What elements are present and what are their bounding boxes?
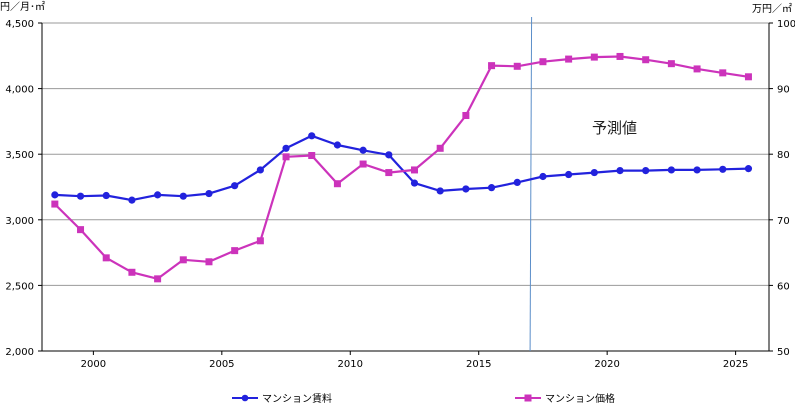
right-tick-label: 50 [777,347,790,358]
data-point [154,191,162,199]
data-point [436,187,444,195]
data-point [51,191,59,199]
x-tick-label: 2005 [209,359,234,370]
right-tick-label: 90 [777,85,790,96]
right-tick-label: 70 [777,216,790,227]
left-tick-label: 3,000 [5,216,34,227]
data-point [282,153,290,161]
data-point [642,167,650,175]
x-tick-label: 2010 [338,359,363,370]
data-point [205,258,213,266]
data-point [77,226,85,234]
data-point [667,166,675,174]
data-point [436,144,444,152]
data-point [565,55,573,63]
data-point [256,237,264,245]
data-point [590,168,598,177]
data-point [719,165,727,173]
data-point [359,160,367,168]
data-point [590,53,598,61]
data-point [51,200,59,208]
data-point [128,268,136,276]
legend-marker [241,394,249,402]
data-point [693,65,701,73]
legend-marker [524,394,532,402]
left-tick-label: 4,000 [5,85,34,96]
x-tick-label: 2020 [594,359,619,370]
series-line [54,55,749,280]
x-tick-label: 2025 [723,359,748,370]
data-point [179,192,187,200]
data-point [179,256,187,264]
series-line [54,134,749,202]
data-point [128,196,136,204]
series-1 [51,132,753,204]
data-point [333,141,342,149]
right-axis-ticks: 50 60 70 80 90 100 [777,19,795,358]
series-2 [51,52,752,283]
left-tick-label: 4,500 [5,19,34,30]
data-point [256,166,264,174]
gridlines [42,22,769,286]
forecast-annotation: 予測値 [592,119,637,137]
left-tick-label: 2,500 [5,281,34,292]
right-tick-label: 60 [777,281,790,292]
data-point [719,69,727,77]
data-point [539,58,547,66]
x-tick-label: 2015 [466,359,491,370]
data-point [282,144,290,152]
data-point [744,165,753,173]
data-point [359,146,367,154]
forecast-divider-line [529,16,533,352]
data-point [205,189,213,198]
data-point [744,73,752,81]
data-point [308,132,316,140]
left-tick-label: 2,000 [5,347,34,358]
data-point [385,169,393,177]
data-point [462,111,470,119]
data-point [513,62,521,70]
data-point [667,60,675,68]
legend: マンション賃料 マンション価格 [232,392,615,404]
data-point [102,191,110,200]
data-point [102,254,110,262]
x-tick-label: 2000 [81,359,106,370]
data-point [333,180,341,188]
data-point [487,184,496,192]
data-point [462,185,470,193]
right-tick-label: 80 [777,150,790,161]
x-axis-ticks: 2000 2005 2010 2015 2020 2025 [81,359,749,370]
data-point [539,172,547,181]
data-point [410,179,419,187]
data-point [76,192,85,200]
right-axis-unit: 万円／㎡ [752,3,792,15]
data-point [231,247,239,255]
right-tick-label: 100 [777,19,795,30]
axes [38,22,773,355]
data-point [616,167,624,175]
data-point [385,151,393,159]
data-point [410,166,418,174]
legend-label: マンション価格 [545,392,615,404]
legend-item: マンション賃料 [232,392,332,404]
left-tick-label: 3,500 [5,150,34,161]
data-point [488,62,496,70]
left-axis-ticks: 2,000 2,500 3,000 3,500 4,000 4,500 [5,19,34,358]
data-point [693,166,701,174]
data-point [154,275,162,283]
data-point [565,170,573,179]
series-layer [51,52,753,283]
legend-label: マンション賃料 [262,392,332,404]
data-point [513,178,521,187]
data-point [231,182,239,190]
data-point [308,152,316,160]
data-point [616,52,624,60]
legend-item: マンション価格 [515,392,615,404]
left-axis-unit: 円／月･㎡ [0,1,45,13]
data-point [642,56,650,64]
